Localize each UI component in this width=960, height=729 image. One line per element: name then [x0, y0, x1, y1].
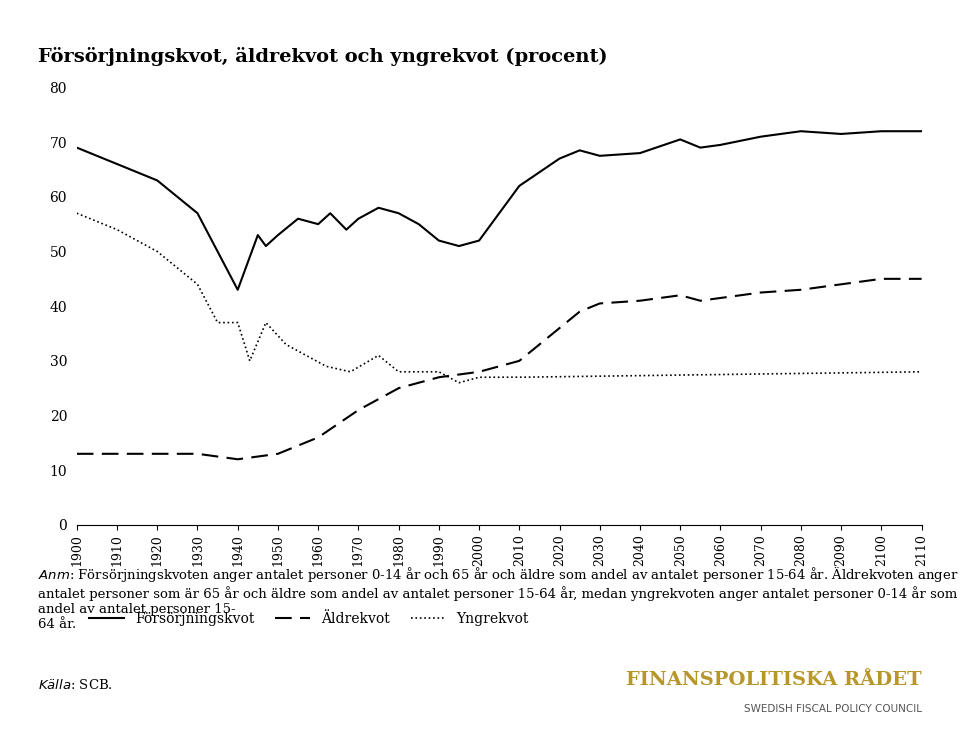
Försörjningskvot [401, 213, 413, 222]
Yngrekvot [95, 219, 107, 227]
Äldrekvot [916, 275, 927, 284]
Yngrekvot [71, 208, 83, 217]
Försörjningskvot [795, 127, 806, 136]
Försörjningskvot [916, 127, 927, 136]
Line: Äldrekvot: Äldrekvot [77, 279, 922, 459]
Försörjningskvot [445, 239, 457, 248]
Äldrekvot [95, 449, 107, 458]
Försörjningskvot [71, 143, 83, 152]
Text: $\it{Källa}$: SCB.: $\it{Källa}$: SCB. [38, 678, 113, 692]
Text: $\it{Anm}$: Försörjningskvoten anger antalet personer 0-14 år och 65 år och äldr: $\it{Anm}$: Försörjningskvoten anger ant… [38, 565, 959, 631]
Text: Försörjningskvot, äldrekvot och yngrekvot (procent): Försörjningskvot, äldrekvot och yngrekvo… [38, 47, 608, 66]
Yngrekvot [442, 372, 453, 381]
Försörjningskvot [659, 141, 670, 149]
Line: Yngrekvot: Yngrekvot [77, 213, 922, 383]
Försörjningskvot [95, 153, 107, 162]
Legend: Försörjningskvot, Äldrekvot, Yngrekvot: Försörjningskvot, Äldrekvot, Yngrekvot [84, 607, 535, 631]
Äldrekvot [71, 449, 83, 458]
Äldrekvot [445, 371, 457, 380]
Äldrekvot [401, 382, 413, 391]
Yngrekvot [396, 367, 408, 376]
Äldrekvot [324, 425, 336, 434]
Yngrekvot [453, 378, 465, 387]
Äldrekvot [232, 455, 244, 464]
Yngrekvot [321, 362, 332, 370]
Line: Försörjningskvot: Försörjningskvot [77, 131, 922, 289]
Yngrekvot [839, 368, 851, 377]
Äldrekvot [659, 293, 670, 302]
Försörjningskvot [324, 208, 336, 217]
Äldrekvot [876, 275, 887, 284]
Yngrekvot [659, 371, 670, 380]
Försörjningskvot [844, 129, 855, 138]
Text: SWEDISH FISCAL POLICY COUNCIL: SWEDISH FISCAL POLICY COUNCIL [744, 704, 922, 714]
Försörjningskvot [232, 285, 244, 294]
Text: FINANSPOLITISKA RÅDET: FINANSPOLITISKA RÅDET [626, 671, 922, 689]
Yngrekvot [916, 367, 927, 376]
Äldrekvot [839, 279, 851, 288]
